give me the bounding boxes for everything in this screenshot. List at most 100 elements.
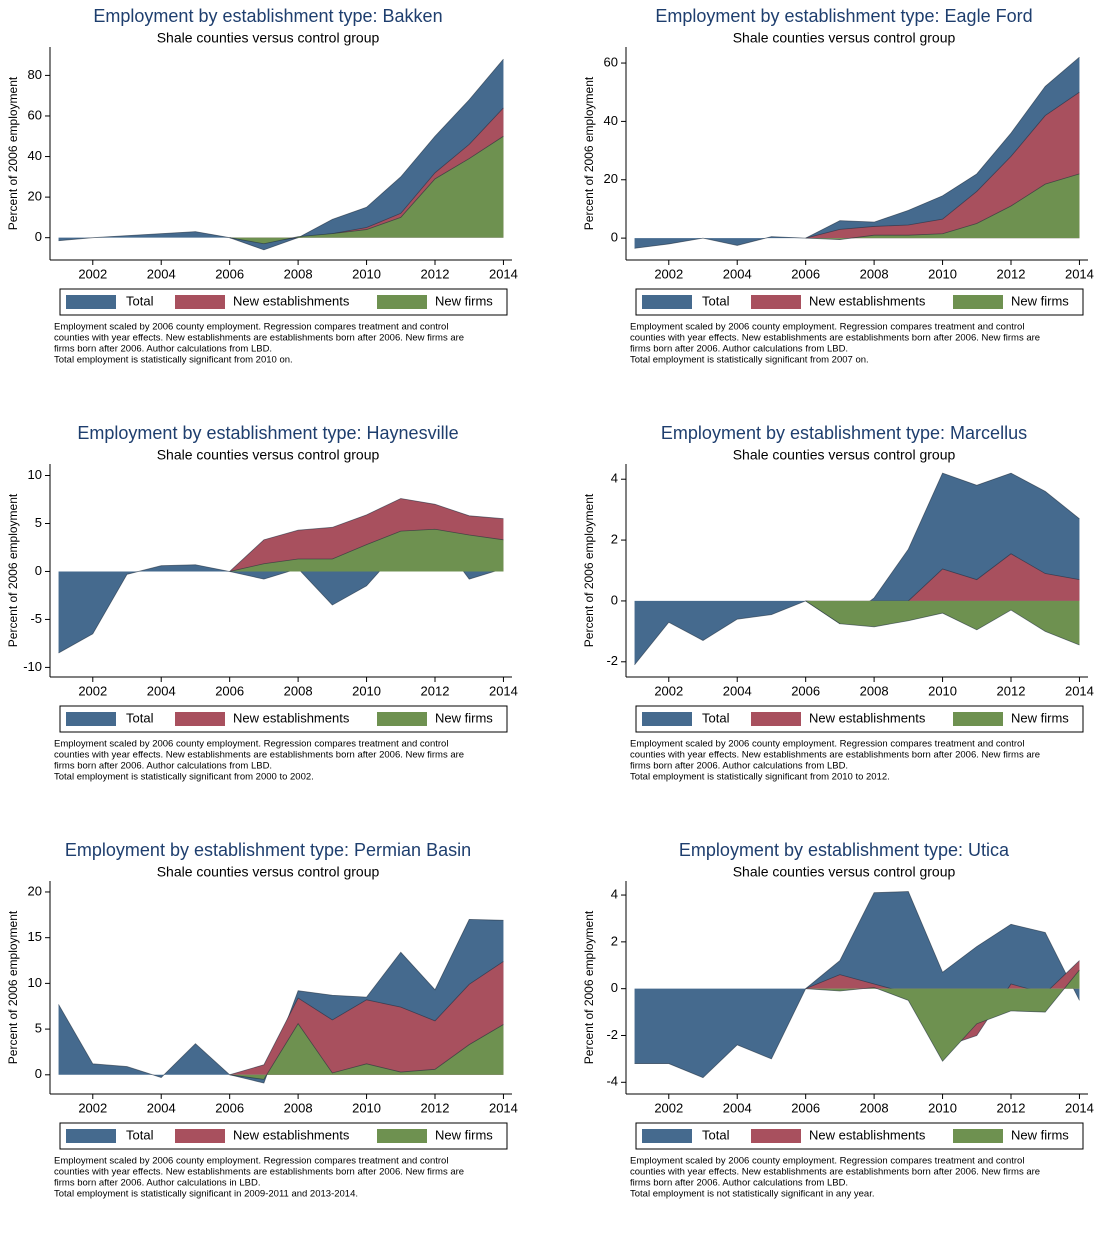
area <box>634 473 1080 665</box>
legend-swatch <box>377 1129 427 1143</box>
legend-label: New firms <box>435 710 493 725</box>
x-tick-label: 2002 <box>78 683 107 698</box>
footnote: firms born after 2006. Author calculatio… <box>54 1178 260 1189</box>
footnote: Total employment is statistically signif… <box>630 355 869 366</box>
area <box>229 1023 504 1080</box>
y-axis-title: Percent of 2006 employment <box>582 493 596 647</box>
chart-subtitle: Shale counties versus control group <box>733 30 956 46</box>
area <box>805 92 1080 239</box>
legend-box <box>635 288 1084 316</box>
footnote: Employment scaled by 2006 county employm… <box>630 1156 1024 1167</box>
y-axis-title: Percent of 2006 employment <box>6 910 20 1064</box>
x-tick-label: 2012 <box>997 683 1026 698</box>
legend-swatch <box>751 1129 801 1143</box>
chart-subtitle: Shale counties versus control group <box>733 864 956 880</box>
legend-label: New establishments <box>809 710 926 725</box>
legend-label: New establishments <box>233 710 350 725</box>
footnote: Total employment is statistically signif… <box>54 772 314 783</box>
x-tick-label: 2014 <box>489 1100 518 1115</box>
x-tick-label: 2014 <box>1065 1100 1094 1115</box>
legend-label: Total <box>702 710 730 725</box>
x-tick-label: 2008 <box>284 266 313 281</box>
area <box>58 59 504 250</box>
footnote: Total employment is statistically signif… <box>54 355 293 366</box>
footnote: firms born after 2006. Author calculatio… <box>630 761 848 772</box>
y-tick-label: -10 <box>23 659 42 674</box>
y-tick-label: 5 <box>35 1021 42 1036</box>
x-tick-label: 2002 <box>654 1100 683 1115</box>
legend-box <box>59 288 508 316</box>
x-tick-label: 2004 <box>723 266 752 281</box>
legend-label: New firms <box>1011 710 1069 725</box>
y-axis-title: Percent of 2006 employment <box>6 493 20 647</box>
x-tick-label: 2002 <box>654 266 683 281</box>
x-tick-label: 2006 <box>791 683 820 698</box>
area <box>229 136 504 244</box>
footnote: Total employment is statistically signif… <box>630 772 890 783</box>
legend-label: New establishments <box>233 293 350 308</box>
area-outline <box>229 135 504 245</box>
y-axis-title: Percent of 2006 employment <box>582 76 596 230</box>
footnote: counties with year effects. New establis… <box>630 333 1040 344</box>
area-outline <box>229 1022 504 1080</box>
legend-label: Total <box>702 293 730 308</box>
legend-label: Total <box>126 293 154 308</box>
legend-label: Total <box>126 1127 154 1142</box>
chart-panel: Employment by establishment type: Haynes… <box>6 423 518 783</box>
y-tick-label: -2 <box>606 653 618 668</box>
page: Employment by establishment type: Bakken… <box>6 5 1094 1200</box>
x-tick-label: 2008 <box>860 683 889 698</box>
footnote: counties with year effects. New establis… <box>630 1167 1040 1178</box>
y-tick-label: -5 <box>30 611 42 626</box>
legend-swatch <box>175 295 225 309</box>
x-tick-label: 2010 <box>352 266 381 281</box>
area <box>805 969 1080 1062</box>
legend-swatch <box>642 712 692 726</box>
area <box>805 173 1080 240</box>
footnote: counties with year effects. New establis… <box>630 750 1040 761</box>
x-tick-label: 2002 <box>78 1100 107 1115</box>
legend-swatch <box>66 712 116 726</box>
y-tick-label: 40 <box>28 148 42 163</box>
chart-title: Employment by establishment type: Marcel… <box>661 423 1027 443</box>
y-tick-label: 0 <box>35 229 42 244</box>
footnote: firms born after 2006. Author calculatio… <box>54 761 272 772</box>
chart-title: Employment by establishment type: Utica <box>679 840 1010 860</box>
chart-title: Employment by establishment type: Permia… <box>65 840 471 860</box>
legend-label: New establishments <box>809 293 926 308</box>
area-outline <box>58 58 504 251</box>
area-outline <box>805 91 1080 239</box>
chart-panel: Employment by establishment type: Bakken… <box>6 6 518 366</box>
y-tick-label: 0 <box>611 980 618 995</box>
area <box>805 553 1080 604</box>
legend-swatch <box>751 295 801 309</box>
legend-label: Total <box>126 710 154 725</box>
area-outline <box>229 528 504 572</box>
y-tick-label: 10 <box>28 467 42 482</box>
x-tick-label: 2010 <box>352 683 381 698</box>
area-outline <box>805 600 1080 646</box>
x-tick-label: 2014 <box>489 266 518 281</box>
footnote: Employment scaled by 2006 county employm… <box>630 739 1024 750</box>
area-outline <box>805 173 1080 240</box>
legend-box <box>59 1122 508 1150</box>
area-outline <box>634 56 1080 249</box>
area-outline <box>229 498 504 572</box>
footnote: Employment scaled by 2006 county employm… <box>54 739 448 750</box>
footnote: firms born after 2006. Author calculatio… <box>54 344 272 355</box>
x-tick-label: 2006 <box>215 683 244 698</box>
chart-panel: Employment by establishment type: Eagle … <box>582 6 1094 366</box>
area <box>805 600 1080 646</box>
chart-panel: Employment by establishment type: Marcel… <box>582 423 1094 783</box>
x-tick-label: 2006 <box>791 266 820 281</box>
legend-swatch <box>751 712 801 726</box>
legend-swatch <box>953 712 1003 726</box>
x-tick-label: 2014 <box>1065 266 1094 281</box>
legend-label: Total <box>702 1127 730 1142</box>
chart-subtitle: Shale counties versus control group <box>157 30 380 46</box>
x-tick-label: 2004 <box>147 683 176 698</box>
x-tick-label: 2014 <box>1065 683 1094 698</box>
legend-swatch <box>66 295 116 309</box>
y-tick-label: 2 <box>611 532 618 547</box>
legend-swatch <box>377 295 427 309</box>
